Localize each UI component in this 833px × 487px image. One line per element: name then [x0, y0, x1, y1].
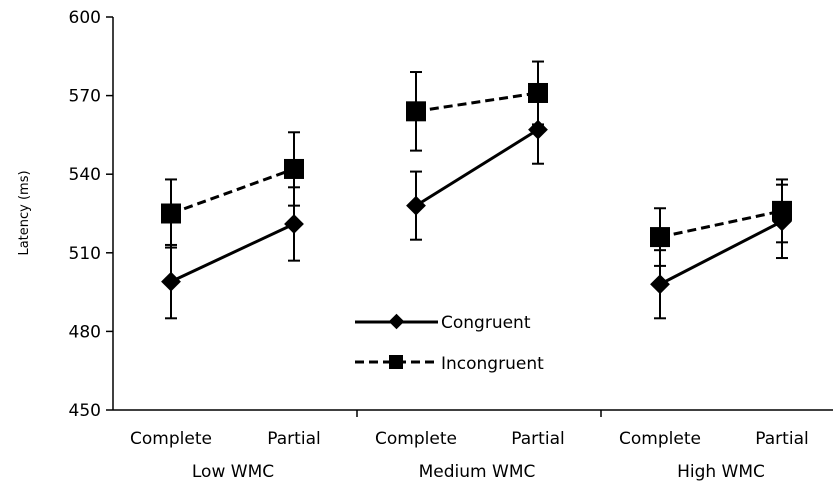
legend: Congruent Incongruent [355, 313, 544, 374]
legend-congruent-marker [388, 313, 405, 330]
x-category-label: Partial [511, 429, 564, 449]
series-line-incongruent [170, 167, 295, 215]
x-axis: Complete Partial Low WMC Complete Partial Med… [113, 409, 833, 482]
x-category-label: Partial [267, 429, 320, 449]
series-line-incongruent [415, 91, 539, 113]
series-line-congruent [415, 128, 539, 207]
legend-congruent-label: Congruent [441, 313, 531, 333]
plot-series [161, 60, 792, 320]
data-point-congruent [161, 271, 181, 292]
y-tick-label: 450 [69, 401, 101, 421]
series-line-incongruent [659, 209, 783, 239]
data-point-incongruent [406, 101, 426, 122]
data-point-incongruent [772, 200, 792, 221]
data-point-incongruent [650, 227, 670, 248]
x-ticks [356, 410, 602, 417]
y-tick-label: 600 [69, 8, 101, 28]
data-point-congruent [406, 195, 426, 216]
data-point-congruent [284, 214, 304, 234]
x-category-label: Complete [130, 429, 212, 449]
y-ticks: 450 480 510 540 570 600 [69, 8, 113, 421]
y-tick-label: 540 [69, 165, 101, 185]
data-point-congruent [650, 274, 670, 295]
y-tick-label: 570 [69, 87, 101, 107]
series-line-congruent [659, 220, 783, 286]
x-group-label: Medium WMC [419, 462, 536, 482]
x-category-labels: Complete Partial Low WMC Complete Partial Med… [130, 429, 809, 482]
y-axis: 450 480 510 540 570 600 Latency (ms) [17, 8, 114, 421]
x-category-label: Partial [755, 429, 808, 449]
x-category-label: Complete [375, 429, 457, 449]
y-tick-label: 480 [69, 322, 101, 342]
series-line-congruent [170, 222, 295, 283]
data-point-incongruent [284, 158, 304, 179]
x-group-label: High WMC [677, 462, 765, 482]
legend-incongruent-label: Incongruent [441, 354, 544, 374]
y-axis-label: Latency (ms) [17, 170, 32, 255]
legend-incongruent-marker [389, 355, 403, 369]
data-point-incongruent [528, 82, 548, 103]
y-tick-label: 510 [69, 244, 101, 264]
x-category-label: Complete [619, 429, 701, 449]
data-point-incongruent [161, 203, 181, 224]
x-group-label: Low WMC [192, 462, 274, 482]
